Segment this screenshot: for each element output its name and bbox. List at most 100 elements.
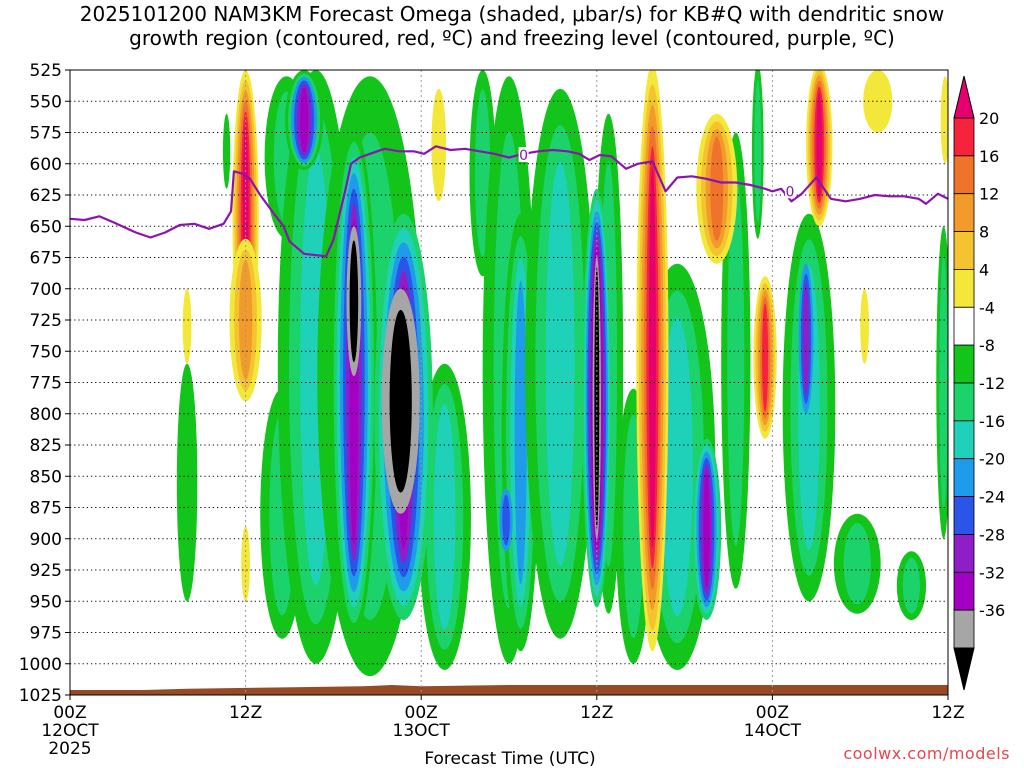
y-tick-label-900: 900 xyxy=(30,530,62,550)
descent-patch-c-0 xyxy=(241,526,250,602)
y-tick-label-600: 600 xyxy=(30,155,62,175)
descent-band-e-3 xyxy=(710,136,724,241)
green-region-a-0 xyxy=(176,363,198,602)
colorbar-label-10: -24 xyxy=(979,488,1005,507)
green-region-k-2 xyxy=(545,161,575,566)
x-tick-label-4: 00Z xyxy=(756,703,789,723)
descent-band-d-5 xyxy=(816,92,823,198)
credit-text: coolwx.com/models xyxy=(843,744,1010,763)
ascent-core-d-7 xyxy=(594,267,600,529)
colorbar-bottom-arrow xyxy=(953,647,975,691)
colorbar-label-1: 16 xyxy=(979,147,999,166)
colorbar-label-9: -20 xyxy=(979,450,1005,469)
colorbar-box-4 xyxy=(953,269,975,308)
colorbar-label-2: 12 xyxy=(979,185,999,204)
colorbar-label-11: -28 xyxy=(979,525,1005,544)
green-region-s-1 xyxy=(902,557,920,614)
green-region-g-2 xyxy=(433,404,456,630)
y-tick-label-825: 825 xyxy=(30,436,62,456)
x-tick-label-5: 12Z xyxy=(931,703,964,723)
ascent-core-b-max-1 xyxy=(389,309,412,493)
freezing-level-label-1: 0 xyxy=(785,184,794,200)
descent-patch-d-0 xyxy=(863,70,893,133)
x-tick-label-1: 12Z xyxy=(229,703,262,723)
y-tick-label-675: 675 xyxy=(30,249,62,269)
x-tick-label-2: 00Z xyxy=(405,703,438,723)
freezing-level-line xyxy=(70,145,948,258)
y-tick-label-850: 850 xyxy=(30,467,62,487)
colorbar-label-4: 4 xyxy=(979,260,989,279)
y-tick-label-950: 950 xyxy=(30,592,62,612)
y-tick-label-550: 550 xyxy=(30,92,62,112)
freezing-level-contour: 00 xyxy=(70,145,948,258)
colorbar-box-9 xyxy=(953,458,975,497)
omega-shaded-field xyxy=(70,70,948,695)
colorbar: 20 16 12 8 4 -4 -8 -12 -16 -20 -24 -28 -32 -36 xyxy=(953,75,1005,691)
colorbar-box-7 xyxy=(953,382,975,422)
descent-patch-e-0 xyxy=(940,76,948,164)
colorbar-label-12: -32 xyxy=(979,563,1005,582)
x-axis-label: Forecast Time (UTC) xyxy=(424,749,595,768)
ascent-core-a-max-1 xyxy=(349,240,359,363)
x-tick-date-0: 12OCT xyxy=(41,721,99,741)
chart-title-line-1: 2025101200 NAM3KM Forecast Omega (shaded… xyxy=(79,2,945,26)
colorbar-top-arrow xyxy=(953,75,975,119)
green-region-b-0 xyxy=(222,113,231,189)
y-tick-label-650: 650 xyxy=(30,217,62,237)
colorbar-box-1 xyxy=(953,155,975,195)
chart-title: 2025101200 NAM3KM Forecast Omega (shaded… xyxy=(0,2,1024,50)
x-tick-date-2: 13OCT xyxy=(393,721,451,741)
ascent-core-f-2 xyxy=(803,283,810,394)
colorbar-label-8: -16 xyxy=(979,412,1005,431)
y-tick-label-800: 800 xyxy=(30,405,62,425)
colorbar-box-12 xyxy=(953,571,975,611)
surface-terrain xyxy=(70,685,948,695)
green-region-o-1 xyxy=(727,175,745,546)
y-tick-label-700: 700 xyxy=(30,280,62,300)
colorbar-box-8 xyxy=(953,420,975,460)
y-tick-label-975: 975 xyxy=(30,624,62,644)
x-tick-date-4: 14OCT xyxy=(744,721,802,741)
y-tick-label-1025: 1025 xyxy=(19,686,62,706)
green-region-n-2 xyxy=(661,317,693,617)
green-region-h-1 xyxy=(474,89,491,257)
colorbar-label-3: 8 xyxy=(979,223,989,242)
freezing-label-bg-1 xyxy=(784,183,795,199)
x-tick-year-0: 2025 xyxy=(48,739,91,759)
descent-band-f-4 xyxy=(762,303,769,412)
descent-band-c-5 xyxy=(648,167,656,548)
y-tick-label-775: 775 xyxy=(30,374,62,394)
freezing-label-bg-0 xyxy=(518,147,529,162)
y-tick-label-525: 525 xyxy=(30,61,62,81)
y-tick-label-1000: 1000 xyxy=(19,655,62,675)
descent-patch-f-0 xyxy=(860,288,869,364)
ascent-core-g-1 xyxy=(502,494,510,546)
y-axis: 525 550 575 600 625 650 675 700 725 750 775 800 825 8… xyxy=(19,61,70,706)
y-tick-label-725: 725 xyxy=(30,311,62,331)
y-tick-label-875: 875 xyxy=(30,499,62,519)
descent-patch-b-0 xyxy=(182,288,192,364)
colorbar-box-2 xyxy=(953,193,975,232)
colorbar-box-11 xyxy=(953,534,975,573)
y-tick-label-575: 575 xyxy=(30,124,62,144)
ascent-core-e-5 xyxy=(703,470,710,589)
colorbar-label-13: -36 xyxy=(979,601,1005,620)
green-region-r-1 xyxy=(843,523,871,605)
colorbar-box-0 xyxy=(953,117,975,157)
y-tick-label-750: 750 xyxy=(30,342,62,362)
y-tick-label-625: 625 xyxy=(30,186,62,206)
colorbar-box-6 xyxy=(953,344,975,384)
x-tick-label-0: 00Z xyxy=(53,703,86,723)
green-region-j-3 xyxy=(514,280,527,585)
colorbar-label-6: -8 xyxy=(979,336,995,355)
colorbar-label-7: -12 xyxy=(979,374,1005,393)
colorbar-box-10 xyxy=(953,496,975,535)
descent-patch-a-0 xyxy=(431,88,447,202)
colorbar-box-3 xyxy=(953,231,975,270)
colorbar-label-0: 20 xyxy=(979,109,999,128)
y-tick-label-925: 925 xyxy=(30,561,62,581)
freezing-level-label-0: 0 xyxy=(519,148,528,164)
x-tick-label-3: 12Z xyxy=(580,703,613,723)
